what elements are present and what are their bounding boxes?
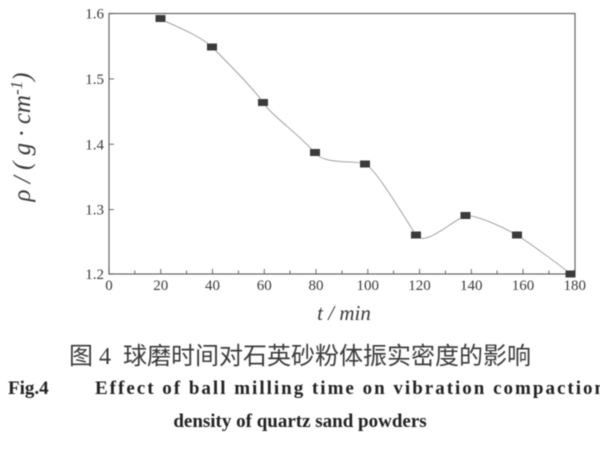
svg-text:40: 40	[205, 278, 220, 294]
svg-text:80: 80	[309, 278, 324, 294]
svg-text:1.2: 1.2	[85, 267, 104, 283]
svg-text:60: 60	[257, 278, 272, 294]
svg-text:Effect of ball milling time on: Effect of ball milling time on vibration…	[95, 378, 600, 399]
svg-text:1.6: 1.6	[85, 7, 104, 23]
svg-text:140: 140	[460, 278, 483, 294]
svg-text:160: 160	[512, 278, 535, 294]
svg-text:Fig.4: Fig.4	[8, 378, 49, 399]
svg-text:t / min: t / min	[317, 301, 371, 325]
svg-text:20: 20	[153, 278, 168, 294]
svg-text:1.3: 1.3	[85, 203, 104, 219]
svg-text:0: 0	[105, 278, 113, 294]
svg-text:1.5: 1.5	[85, 72, 104, 88]
svg-text:ρ / ( g · cm-1): ρ / ( g · cm-1)	[7, 73, 36, 203]
svg-text:1.4: 1.4	[85, 137, 104, 153]
svg-text:180: 180	[563, 278, 586, 294]
svg-text:100: 100	[357, 278, 380, 294]
svg-text:图 4 球磨时间对石英砂粉体振实密度的影响: 图 4 球磨时间对石英砂粉体振实密度的影响	[69, 343, 531, 370]
svg-text:density of quartz sand powders: density of quartz sand powders	[173, 411, 426, 432]
svg-text:120: 120	[408, 278, 431, 294]
